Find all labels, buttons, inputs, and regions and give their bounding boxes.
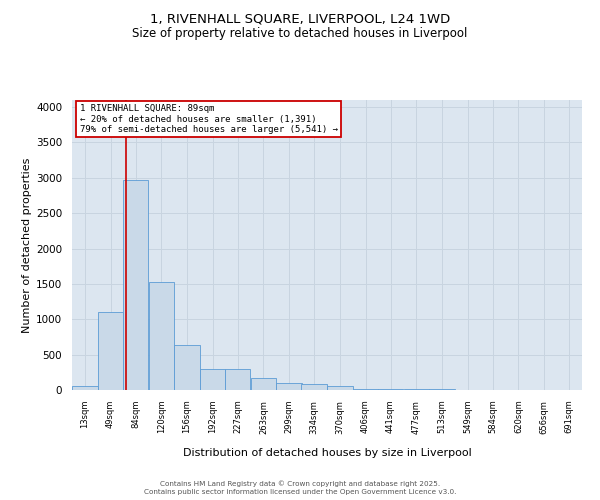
Bar bbox=[404, 389, 429, 390]
Bar bbox=[200, 369, 226, 390]
Bar bbox=[225, 369, 250, 390]
Y-axis label: Number of detached properties: Number of detached properties bbox=[22, 158, 32, 332]
Bar bbox=[327, 386, 353, 390]
Text: Distribution of detached houses by size in Liverpool: Distribution of detached houses by size … bbox=[182, 448, 472, 458]
Bar bbox=[174, 346, 200, 390]
Text: 1, RIVENHALL SQUARE, LIVERPOOL, L24 1WD: 1, RIVENHALL SQUARE, LIVERPOOL, L24 1WD bbox=[150, 12, 450, 26]
Text: Size of property relative to detached houses in Liverpool: Size of property relative to detached ho… bbox=[133, 28, 467, 40]
Text: 1 RIVENHALL SQUARE: 89sqm
← 20% of detached houses are smaller (1,391)
79% of se: 1 RIVENHALL SQUARE: 89sqm ← 20% of detac… bbox=[80, 104, 338, 134]
Bar bbox=[123, 180, 148, 390]
Text: Contains HM Land Registry data © Crown copyright and database right 2025.
Contai: Contains HM Land Registry data © Crown c… bbox=[144, 480, 456, 495]
Bar bbox=[301, 384, 327, 390]
Bar bbox=[353, 388, 379, 390]
Bar bbox=[251, 378, 276, 390]
Bar bbox=[277, 383, 302, 390]
Bar bbox=[378, 388, 403, 390]
Bar bbox=[98, 312, 124, 390]
Bar bbox=[149, 282, 174, 390]
Bar bbox=[72, 386, 98, 390]
